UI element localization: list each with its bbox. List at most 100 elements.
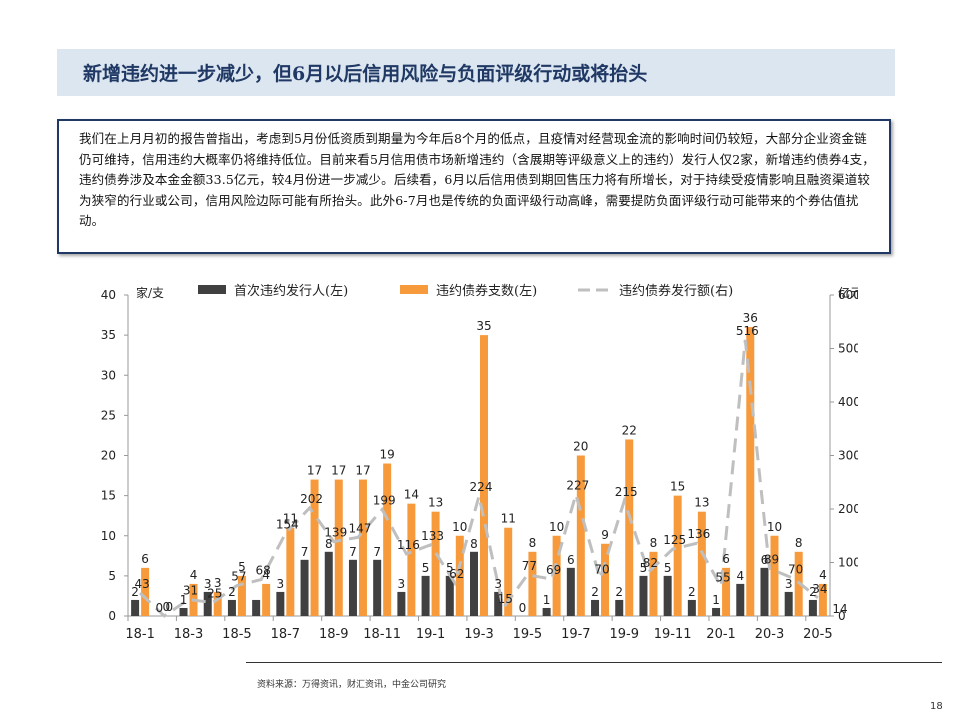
bond-bar <box>334 479 343 616</box>
amount-data-label: 68 <box>255 564 270 578</box>
bond-bar <box>262 583 271 616</box>
issuer-data-label: 2 <box>131 585 139 599</box>
bond-bar <box>697 511 706 616</box>
bond-data-label: 11 <box>501 512 516 526</box>
issuer-bar <box>324 551 333 616</box>
x-tick-label: 20-1 <box>706 627 736 642</box>
issuer-data-label: 0 <box>155 601 163 615</box>
bond-bar <box>746 327 755 616</box>
left-tick-label: 10 <box>101 529 116 543</box>
extra-data-label: 14 <box>832 602 847 616</box>
bond-data-label: 10 <box>767 520 782 534</box>
issuer-data-label: 1 <box>712 593 720 607</box>
bond-data-label: 8 <box>529 536 537 550</box>
issuer-bar <box>784 591 793 616</box>
issuer-bar <box>227 599 236 616</box>
issuer-data-label: 6 <box>761 553 769 567</box>
amount-data-label: 202 <box>300 492 323 506</box>
amount-line <box>139 339 819 618</box>
amount-data-label: 43 <box>134 577 149 591</box>
bond-bar <box>576 455 585 616</box>
issuer-data-label: 7 <box>373 545 381 559</box>
issuer-data-label: 8 <box>325 537 333 551</box>
issuer-bar <box>615 599 624 616</box>
issuer-bar <box>712 607 721 616</box>
bond-bar <box>431 511 440 616</box>
left-tick-label: 35 <box>101 328 116 342</box>
issuer-data-label: 3 <box>277 577 285 591</box>
issuer-data-label: 0 <box>519 601 527 615</box>
issuer-data-label: 2 <box>591 585 599 599</box>
bond-bar <box>480 335 488 616</box>
bond-data-label: 17 <box>355 464 370 478</box>
amount-data-label: 516 <box>736 324 759 338</box>
bond-data-label: 20 <box>573 440 588 454</box>
bond-data-label: 4 <box>819 568 827 582</box>
amount-data-label: 89 <box>764 552 779 566</box>
bond-data-label: 8 <box>650 536 658 550</box>
x-tick-label: 19-1 <box>416 627 446 642</box>
left-tick-label: 5 <box>108 569 116 583</box>
bond-bar <box>310 479 319 616</box>
footer-divider <box>246 662 942 663</box>
amount-data-label: 215 <box>615 485 638 499</box>
x-tick-label: 19-5 <box>513 627 543 642</box>
right-tick-label: 100 <box>838 556 858 570</box>
issuer-bar <box>663 575 672 616</box>
amount-data-label: 136 <box>687 527 710 541</box>
bond-bar <box>237 575 246 616</box>
bond-data-label: 14 <box>404 488 419 502</box>
right-tick-label: 200 <box>838 502 858 516</box>
issuer-bar <box>566 567 575 616</box>
bond-data-label: 9 <box>601 528 609 542</box>
bond-bar <box>818 583 827 616</box>
issuer-data-label: 3 <box>494 577 502 591</box>
issuer-data-label: 5 <box>640 561 648 575</box>
bond-data-label: 35 <box>476 319 491 333</box>
x-tick-label: 19-9 <box>609 627 639 642</box>
title-bar: 新增违约进一步减少，但6月以后信用风险与负面评级行动或将抬头 <box>57 49 895 96</box>
bond-data-label: 10 <box>549 520 564 534</box>
x-tick-label: 18-7 <box>271 627 301 642</box>
issuer-data-label: 1 <box>543 593 551 607</box>
issuer-data-label: 7 <box>349 545 357 559</box>
issuer-bar <box>470 551 478 616</box>
x-tick-label: 18-1 <box>125 627 155 642</box>
left-tick-label: 40 <box>101 288 116 302</box>
amount-data-label: 224 <box>470 480 493 494</box>
legend-issuer-label: 首次违约发行人(左) <box>234 283 348 299</box>
amount-data-label: 199 <box>373 494 396 508</box>
issuer-data-label: 2 <box>615 585 623 599</box>
issuer-bar <box>494 591 503 616</box>
bond-data-label: 4 <box>262 568 270 582</box>
left-tick-label: 20 <box>101 449 116 463</box>
summary-text: 我们在上月月初的报告曾指出，考虑到5月份低资质到期量为今年后8个月的低点，且疫情… <box>79 131 875 228</box>
x-tick-label: 18-5 <box>222 627 252 642</box>
issuer-data-label: 7 <box>301 545 309 559</box>
issuer-data-label: 3 <box>204 577 212 591</box>
x-tick-label: 20-5 <box>803 627 833 642</box>
bond-data-label: 0 <box>165 600 173 614</box>
right-tick-label: 400 <box>838 395 858 409</box>
issuer-data-label: 5 <box>446 561 454 575</box>
amount-data-label: 82 <box>643 556 658 570</box>
bond-data-label: 36 <box>743 311 758 325</box>
bond-bar <box>625 439 634 616</box>
issuer-data-label: 5 <box>664 561 672 575</box>
bond-data-label: 13 <box>694 496 709 510</box>
amount-data-label: 57 <box>231 570 246 584</box>
amount-data-label: 147 <box>349 521 372 535</box>
right-tick-label: 600 <box>838 288 858 302</box>
x-tick-label: 18-11 <box>363 627 401 642</box>
right-tick-label: 300 <box>838 449 858 463</box>
bond-bar <box>383 463 392 616</box>
x-tick-label: 20-3 <box>755 627 785 642</box>
amount-data-label: 55 <box>715 571 730 585</box>
amount-data-label: 154 <box>276 518 299 532</box>
amount-data-label: 125 <box>663 533 686 547</box>
x-tick-label: 19-11 <box>654 627 692 642</box>
bond-data-label: 10 <box>452 520 467 534</box>
issuer-data-label: 2 <box>228 585 236 599</box>
bond-bar <box>141 567 150 616</box>
bond-bar <box>358 479 367 616</box>
